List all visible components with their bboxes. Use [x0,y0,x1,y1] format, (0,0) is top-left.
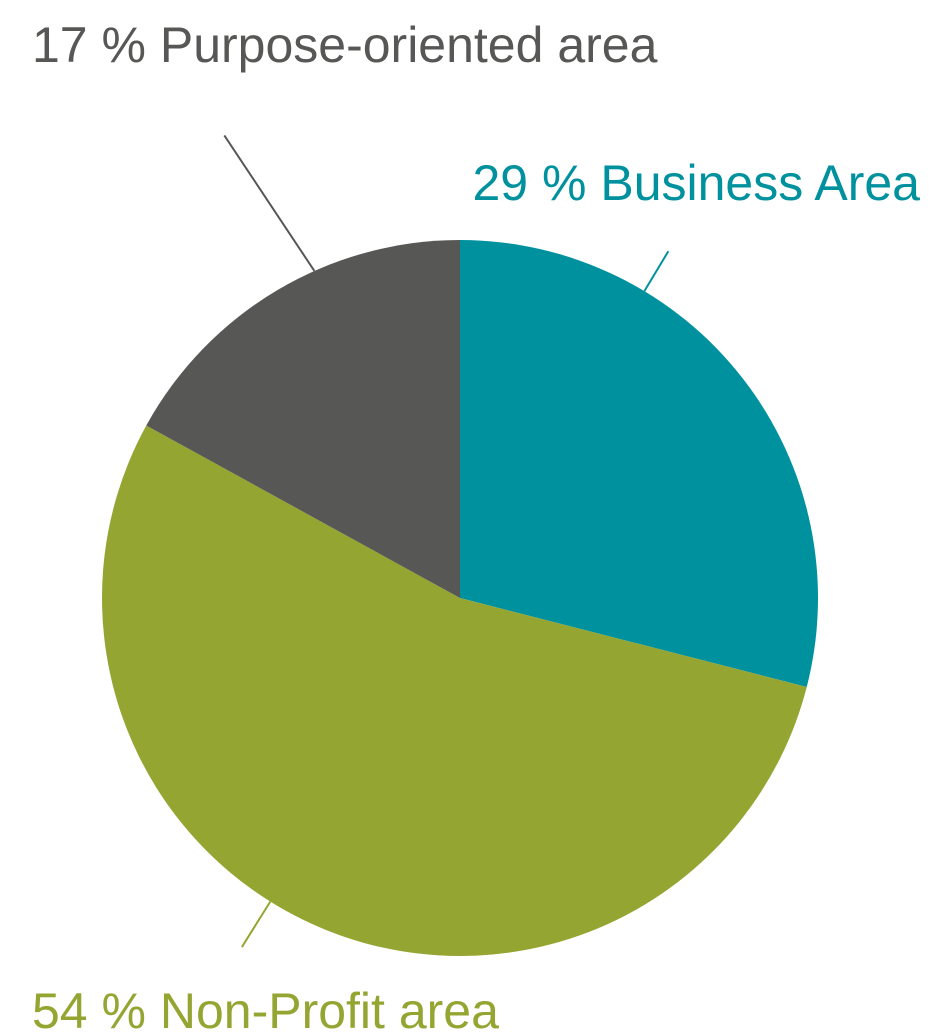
slice-non-profit-area [101,425,807,957]
leader-line-business-area [643,250,670,292]
slice-label-purpose-oriented-area: 17 % Purpose-oriented area [32,17,658,73]
leader-line-non-profit-area [240,901,272,948]
slice-label-non-profit-area: 54 % Non-Profit area [32,983,499,1036]
label-leader-lines [223,134,670,948]
slice-label-business-area: 29 % Business Area [473,155,921,211]
leader-line-purpose-oriented-area [223,134,316,272]
slice-business-area [460,240,818,688]
pie-slices [101,240,818,957]
slice-purpose-oriented-area [146,240,460,598]
